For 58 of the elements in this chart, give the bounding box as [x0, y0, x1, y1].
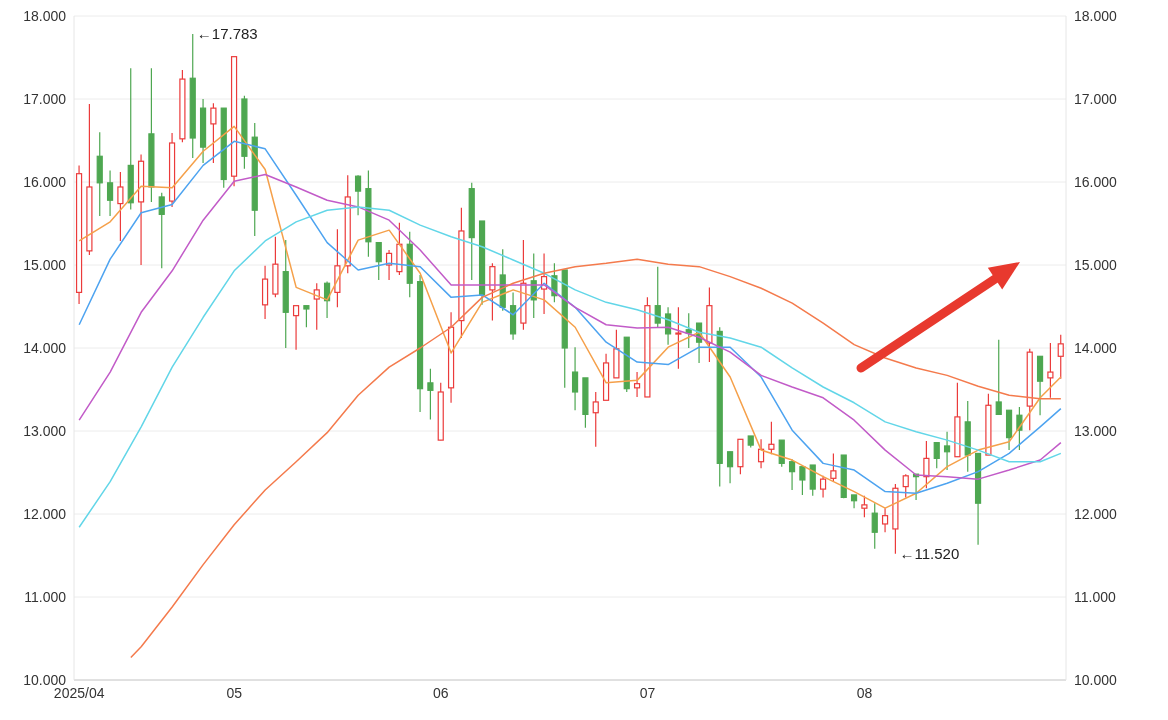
- candlestick: [158, 192, 165, 269]
- y2-tick-label: 10.000: [1074, 671, 1118, 688]
- y-tick-label: 13.000: [23, 422, 67, 439]
- y2-tick-label: 16.000: [1074, 173, 1118, 190]
- candlestick: [943, 431, 951, 471]
- annotation: ←11.520: [899, 545, 960, 563]
- y-tick-label: 12.000: [23, 505, 67, 522]
- y2-tick-label: 18.000: [1074, 7, 1118, 24]
- x-tick-label: 07: [639, 684, 656, 701]
- y2-tick-label: 12.000: [1074, 505, 1118, 522]
- candlestick: [571, 346, 579, 411]
- candlestick: [592, 391, 599, 448]
- candlestick: [830, 452, 837, 483]
- y2-tick-label: 17.000: [1074, 90, 1118, 107]
- candlestick: [117, 171, 124, 242]
- y2-tick-label: 15.000: [1074, 256, 1118, 273]
- candlestick: [654, 266, 661, 328]
- candlestick: [1016, 406, 1023, 451]
- candlestick: [923, 440, 930, 489]
- candlestick: [427, 368, 434, 420]
- y-tick-label: 18.000: [23, 7, 67, 24]
- y2-tick-label: 14.000: [1074, 339, 1118, 356]
- candlestick: [995, 339, 1002, 415]
- y-tick-label: 14.000: [23, 339, 67, 356]
- candlestick: [881, 507, 889, 533]
- candlestick: [819, 475, 827, 498]
- candlestick: [303, 305, 310, 328]
- x-tick-label: 08: [856, 684, 873, 701]
- candlestick: [768, 421, 775, 455]
- candlestick: [106, 169, 114, 217]
- candlestick: [788, 458, 796, 491]
- line-series: [78, 206, 1062, 529]
- candlestick: [902, 473, 909, 498]
- candlestick: [1057, 334, 1064, 380]
- y2-tick-label: 13.000: [1074, 422, 1118, 439]
- y-tick-label: 17.000: [23, 90, 67, 107]
- candlestick: [375, 241, 382, 281]
- y2-tick-label: 11.000: [1074, 588, 1116, 605]
- y-tick-label: 16.000: [23, 173, 67, 190]
- candlestick: [354, 174, 362, 216]
- y-tick-label: 11.000: [24, 588, 67, 605]
- y-tick-label: 15.000: [23, 256, 67, 273]
- candlestick: [210, 102, 217, 164]
- candlestick: [799, 466, 806, 496]
- line-series: [130, 258, 1062, 659]
- candlestick: [675, 306, 682, 370]
- candlestick: [292, 305, 300, 351]
- candlestick: [1047, 342, 1054, 399]
- candlestick: [385, 249, 393, 281]
- annotation: ←17.783: [196, 25, 258, 43]
- x-tick-label: 06: [433, 684, 449, 701]
- candlestick: [871, 502, 878, 550]
- x-tick-label: 05: [226, 684, 243, 701]
- candlestick: [933, 442, 940, 469]
- candlestick: [489, 262, 496, 322]
- candlestick: [778, 439, 785, 468]
- candlestick: [726, 451, 734, 484]
- candlestick: [633, 371, 641, 398]
